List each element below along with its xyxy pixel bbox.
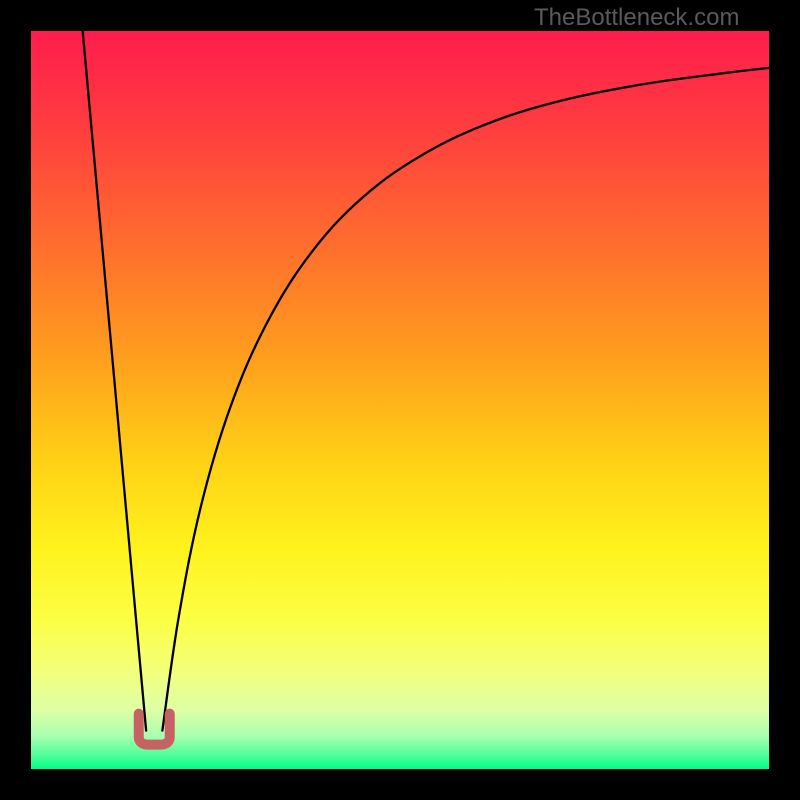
chart-frame: TheBottleneck.com <box>0 0 800 800</box>
attribution-label: TheBottleneck.com <box>534 4 739 32</box>
plot-area <box>31 31 769 769</box>
gradient-background <box>31 31 769 769</box>
plot-svg <box>31 31 769 769</box>
